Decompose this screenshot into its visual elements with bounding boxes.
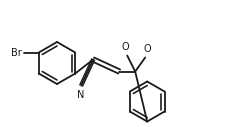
Text: O: O bbox=[143, 44, 150, 54]
Text: N: N bbox=[77, 91, 85, 100]
Text: O: O bbox=[121, 43, 128, 52]
Text: Br: Br bbox=[11, 47, 22, 58]
